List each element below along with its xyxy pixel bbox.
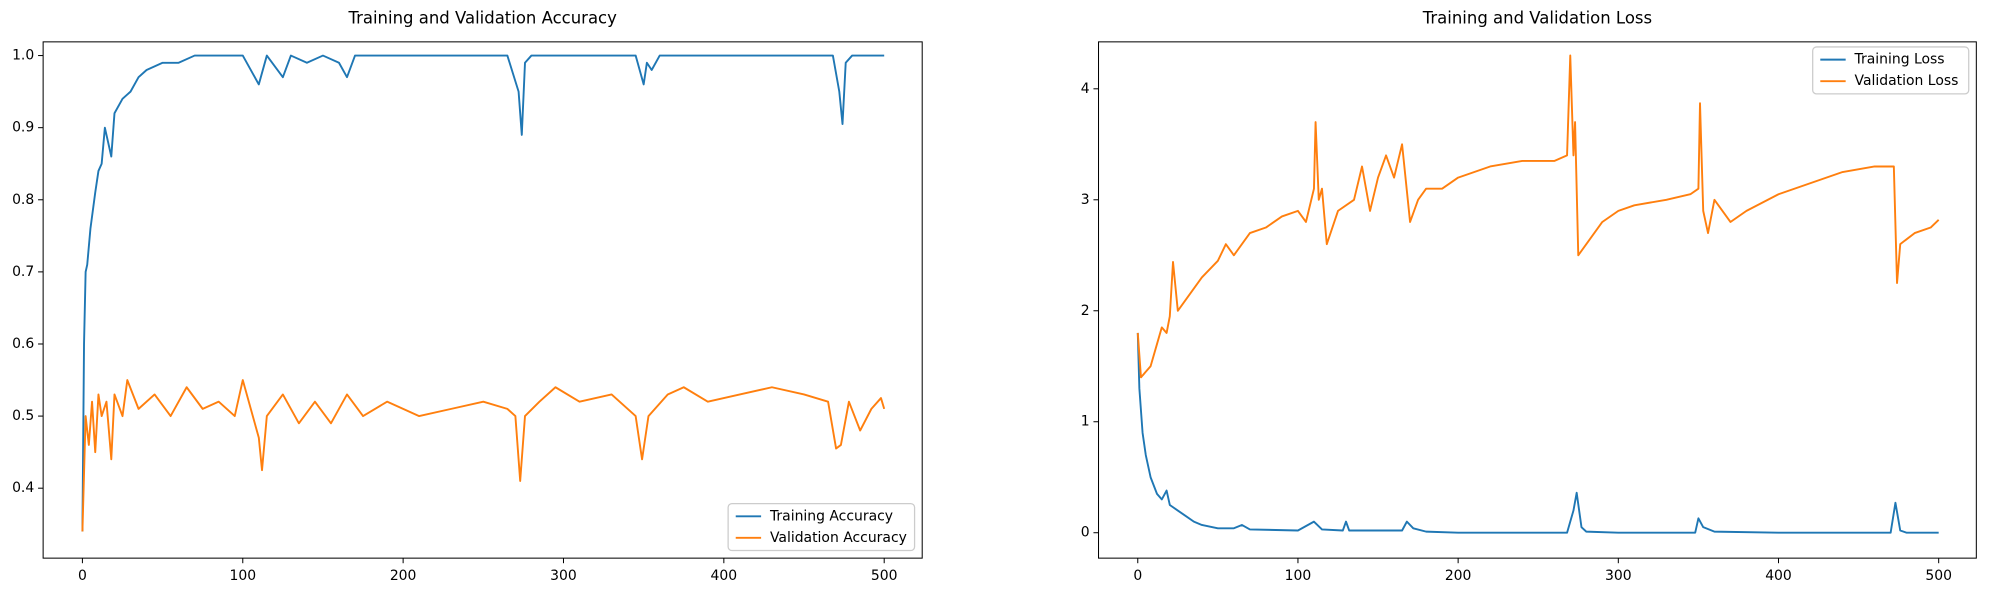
plot-frame [1098,41,1977,559]
series-line [1136,54,1940,379]
y-tick-label: 3 [1081,192,1090,208]
y-tick-label: 1.0 [12,48,34,64]
legend-label: Validation Loss [1855,73,1959,89]
y-tick-label: 0.5 [12,408,34,424]
x-tick-label: 500 [871,568,898,584]
legend-label: Validation Accuracy [770,530,907,546]
legend-label: Training Accuracy [769,508,893,524]
x-tick-label: 0 [1133,568,1142,584]
x-tick-label: 400 [711,568,738,584]
y-tick-label: 0.8 [12,192,34,208]
subplot: Training and Validation Accuracy 0 100 200 3… [12,9,923,584]
legend-box [1812,46,1970,95]
y-tick-label: 0.6 [12,336,34,352]
y-tick-label: 0.4 [12,480,34,496]
legend: Training Accuracy Validation Accuracy [727,502,916,552]
y-tick-label: 4 [1081,81,1090,97]
chart-title: Training and Validation Accuracy [347,9,617,28]
legend: Training Loss Validation Loss [1812,46,1970,95]
plot-frame [42,41,923,559]
x-tick-label: 100 [1285,568,1312,584]
series-line [1136,332,1939,534]
x-tick-label: 300 [550,568,577,584]
series-line [81,54,885,532]
y-tick-label: 2 [1081,303,1090,319]
legend-box [727,502,916,552]
x-tick-label: 0 [78,568,87,584]
x-tick-label: 500 [1925,568,1952,584]
series-line [81,379,886,532]
chart-title: Training and Validation Loss [1422,9,1652,28]
y-tick-label: 0.9 [12,120,34,136]
y-tick-label: 0.7 [12,264,34,280]
legend-label: Training Loss [1854,52,1945,68]
x-tick-label: 300 [1605,568,1632,584]
x-tick-label: 400 [1765,568,1792,584]
x-tick-label: 200 [1445,568,1472,584]
x-tick-label: 200 [390,568,417,584]
x-tick-label: 100 [229,568,256,584]
y-tick-label: 0 [1081,525,1090,541]
y-tick-label: 1 [1081,414,1090,430]
